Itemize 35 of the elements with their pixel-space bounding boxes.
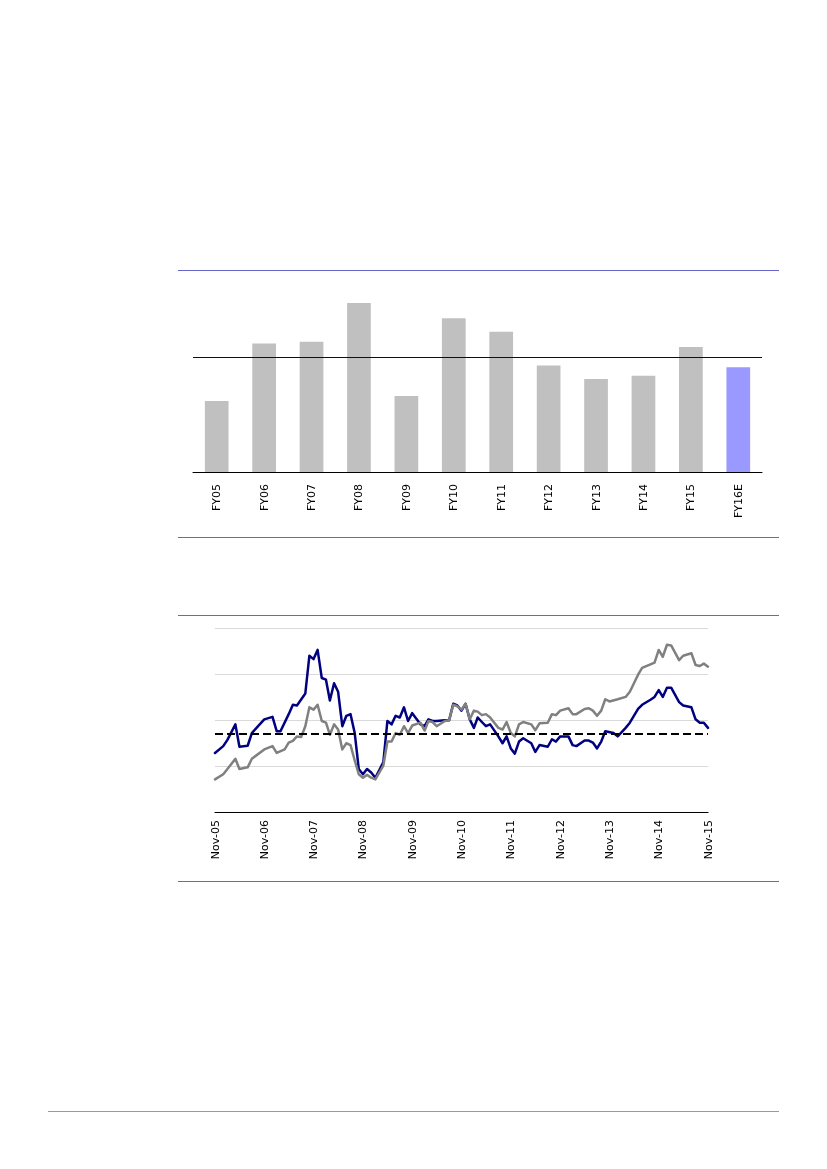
x-tick-label: Nov-06	[257, 820, 271, 860]
x-tick-label: Nov-14	[652, 820, 666, 860]
x-tick-label: Nov-08	[356, 820, 370, 860]
x-tick-label: Nov-05	[208, 820, 222, 860]
x-tick-label: Nov-12	[553, 820, 567, 860]
bar	[394, 395, 419, 472]
x-tick-label: Nov-09	[405, 820, 419, 860]
bar	[584, 379, 608, 472]
bar	[204, 401, 229, 472]
x-tick-label: FY08	[352, 484, 366, 512]
x-tick-label: FY07	[305, 484, 319, 512]
bar	[631, 375, 656, 472]
x-tick-label: FY10	[447, 484, 461, 512]
bar	[252, 343, 276, 472]
x-tick-label: FY13	[589, 484, 603, 512]
x-tick-label: FY12	[542, 484, 556, 512]
x-tick-label: FY14	[636, 484, 650, 512]
x-tick-label: Nov-15	[701, 820, 715, 860]
x-tick-label: FY15	[684, 484, 698, 512]
x-tick-label: FY11	[494, 484, 508, 512]
bar	[679, 346, 703, 472]
x-tick-label: FY05	[210, 484, 224, 512]
bar	[726, 367, 751, 472]
x-tick-label: Nov-10	[455, 820, 468, 860]
bar	[299, 341, 324, 472]
x-tick-label: FY09	[399, 484, 413, 512]
bar	[441, 318, 466, 472]
bar	[536, 365, 561, 472]
bar	[489, 331, 514, 472]
x-tick-label: FY16E	[731, 483, 745, 518]
x-tick-label: Nov-07	[307, 820, 321, 860]
x-tick-label: Nov-13	[602, 820, 616, 860]
x-tick-label: FY06	[257, 484, 271, 512]
bar	[347, 303, 371, 472]
x-tick-label: Nov-11	[504, 820, 518, 860]
